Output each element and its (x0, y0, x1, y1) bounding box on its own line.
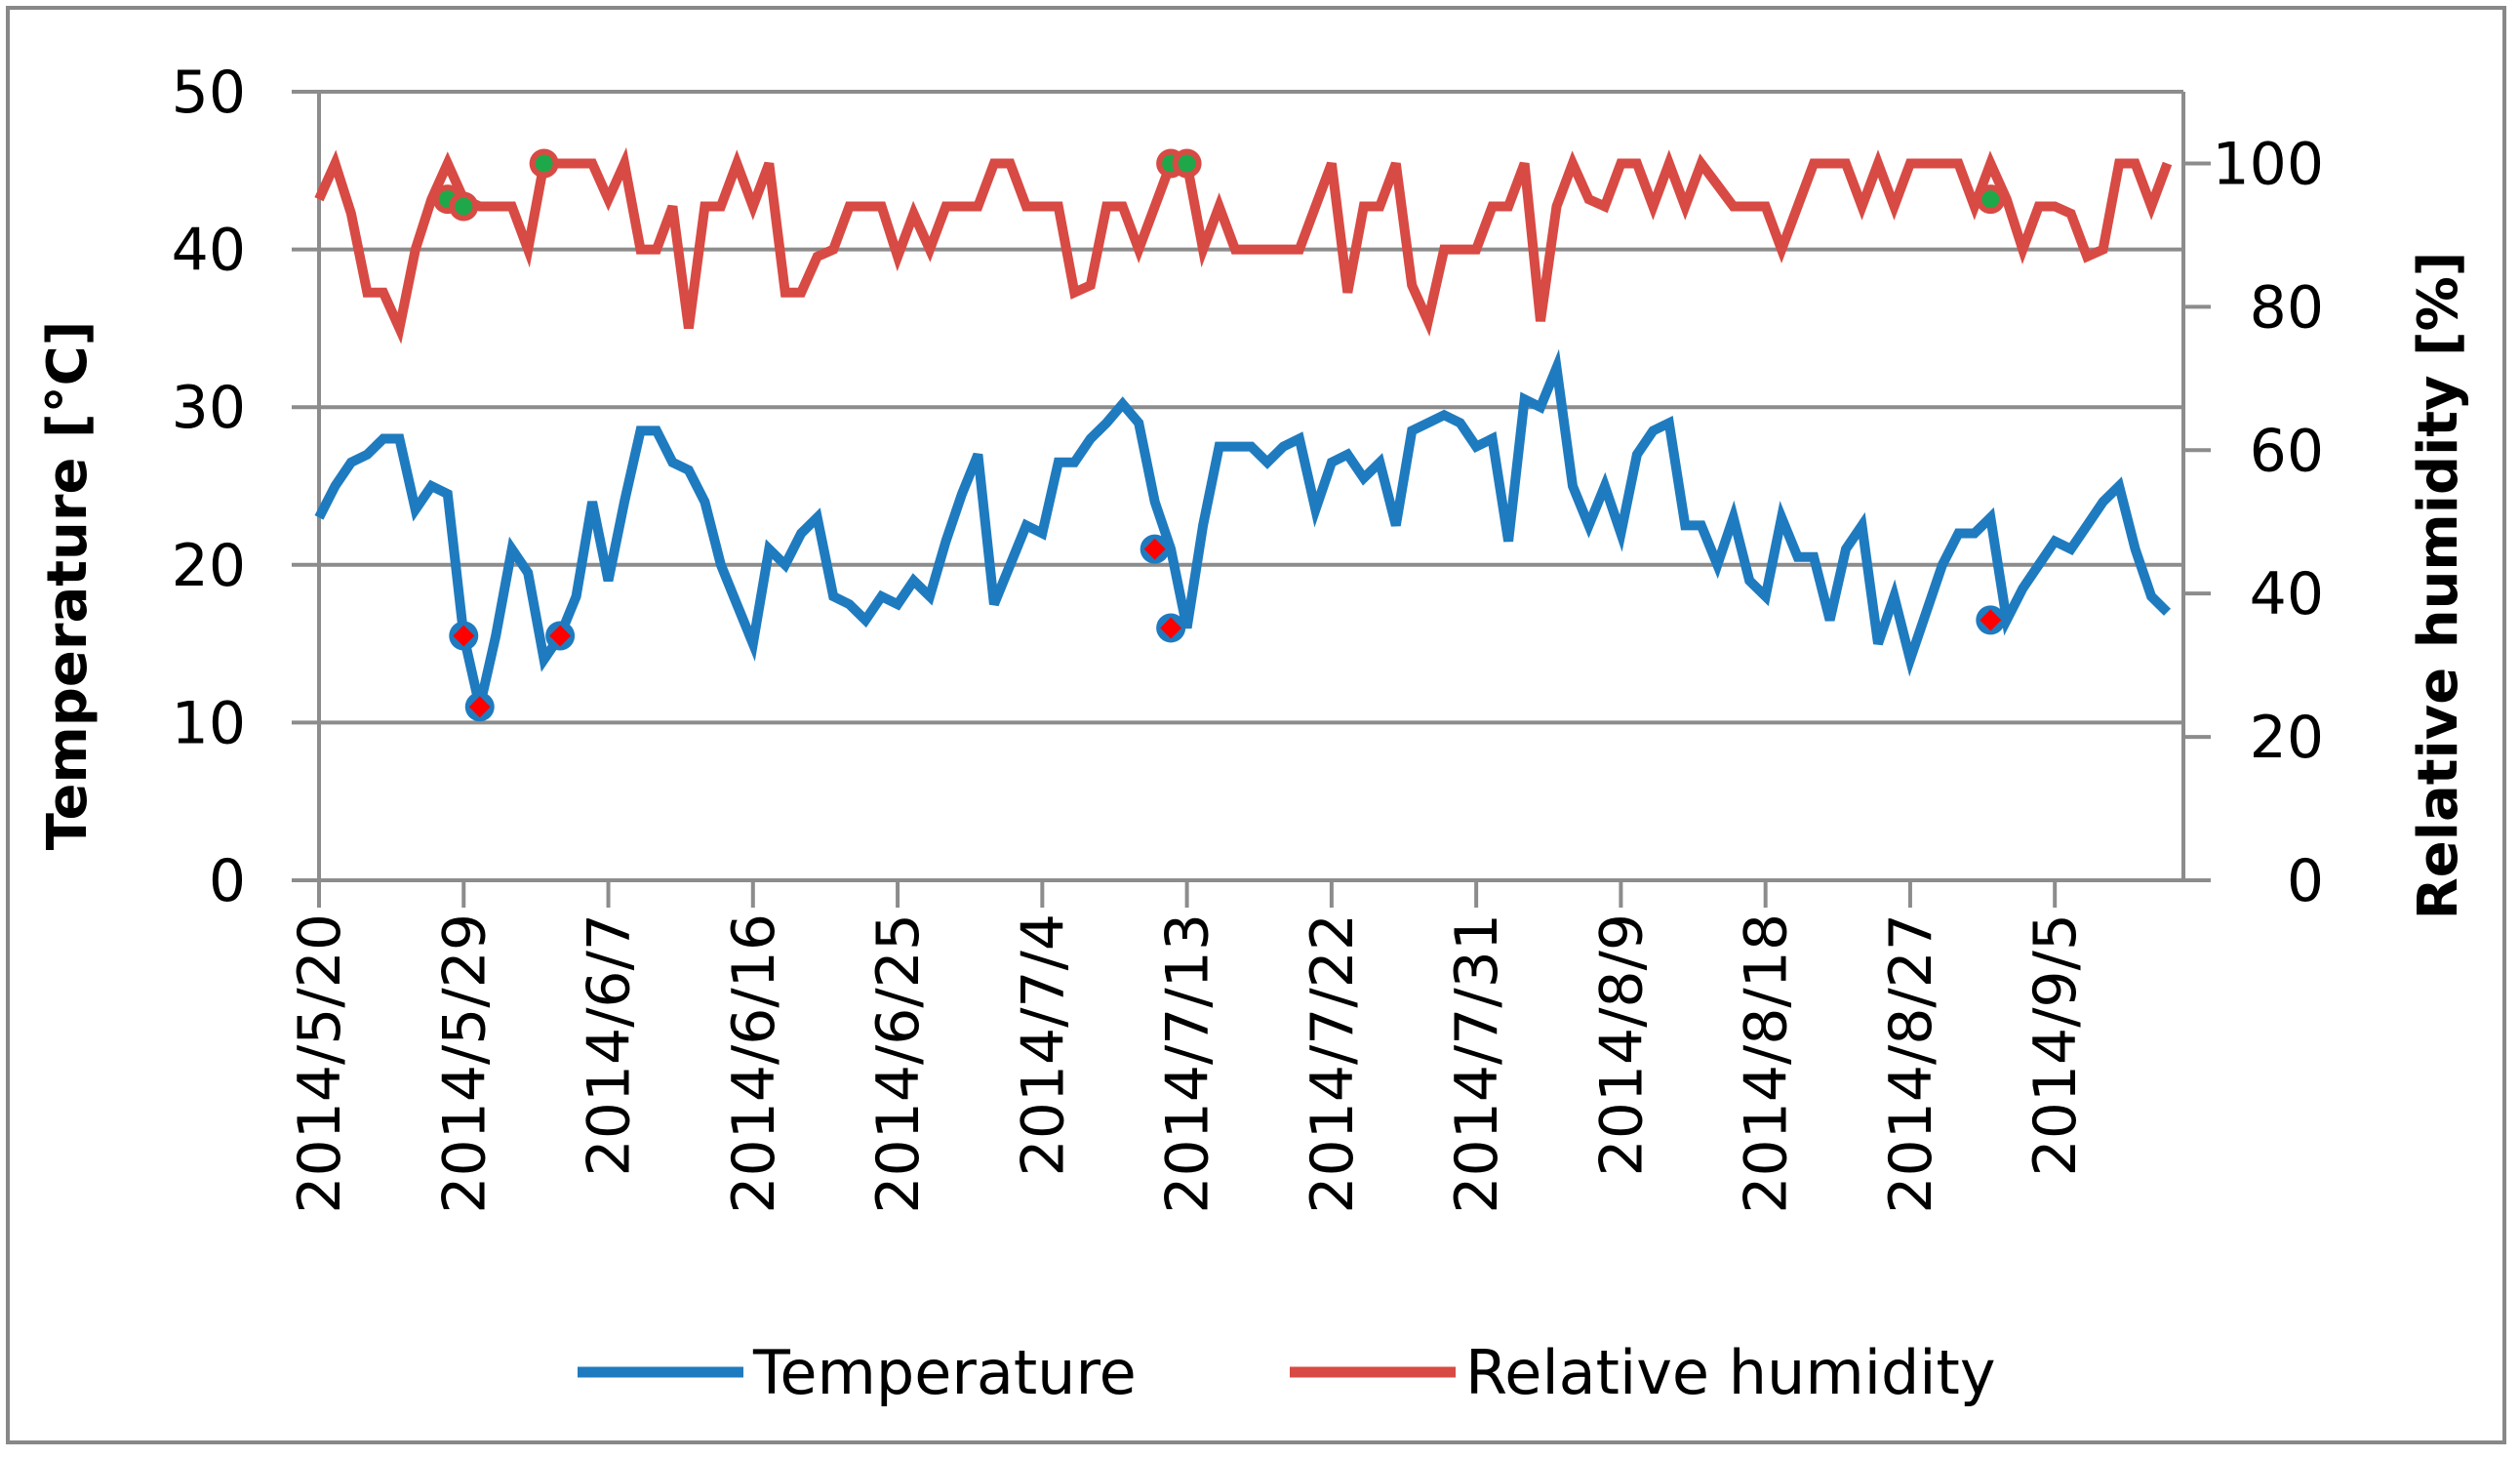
x-tick-label-0: 2014/5/20 (286, 913, 354, 1214)
y-axis-title-left: Temperature [°C] (36, 321, 100, 851)
y-tick-label-left-0: 0 (209, 847, 246, 915)
x-tick-label-10: 2014/8/18 (1733, 913, 1801, 1214)
humidity-marker-4 (1178, 154, 1196, 173)
x-tick-label-11: 2014/8/27 (1877, 913, 1945, 1214)
x-tick-label-9: 2014/8/9 (1587, 913, 1656, 1176)
x-tick-label-7: 2014/7/22 (1299, 913, 1367, 1214)
highlight-markers (432, 148, 2006, 722)
y-tick-label-left-4: 40 (172, 217, 246, 285)
x-tick-label-5: 2014/7/4 (1009, 913, 1077, 1176)
temperature-marker-2 (549, 625, 572, 647)
legend: Temperature Relative humidity (578, 1337, 1996, 1408)
temperature-marker-3 (1143, 538, 1166, 560)
axes (292, 90, 2211, 908)
x-tick-label-12: 2014/9/5 (2021, 913, 2090, 1176)
humidity-marker-1 (455, 197, 473, 216)
legend-label-temperature: Temperature (752, 1337, 1137, 1408)
y-tick-label-right-0: 0 (2287, 847, 2324, 915)
gridlines (319, 90, 2183, 725)
temperature-marker-4 (1160, 617, 1182, 639)
y-tick-label-right-4: 80 (2250, 273, 2324, 342)
y-tick-label-right-1: 20 (2250, 704, 2324, 772)
y-tick-label-right-5: 100 (2212, 130, 2324, 198)
y-axis-title-right: Relative humidity [%] (2407, 252, 2470, 920)
legend-label-humidity: Relative humidity (1465, 1337, 1996, 1408)
temperature-marker-1 (468, 696, 491, 718)
tick-labels: 0 10 20 30 40 50 0 20 40 60 80 100 2014/5/20 2014/5/2… (172, 59, 2324, 1214)
x-tick-label-6: 2014/7/13 (1154, 913, 1222, 1214)
x-tick-label-2: 2014/6/7 (576, 913, 644, 1176)
series-lines (314, 146, 2173, 709)
y-tick-label-right-3: 60 (2250, 417, 2324, 485)
series-line-temperature (314, 348, 2172, 709)
x-tick-label-8: 2014/7/31 (1443, 913, 1511, 1214)
y-tick-label-left-3: 30 (172, 374, 246, 442)
y-tick-label-left-2: 20 (172, 532, 246, 600)
y-tick-label-left-1: 10 (172, 689, 246, 757)
temperature-marker-5 (1980, 609, 2002, 631)
temperature-marker-0 (453, 625, 475, 647)
series-line-humidity (314, 146, 2173, 344)
x-tick-label-1: 2014/5/29 (430, 913, 499, 1214)
x-tick-label-4: 2014/6/25 (864, 913, 933, 1214)
humidity-marker-5 (1981, 190, 2000, 209)
humidity-marker-2 (535, 154, 553, 173)
y-tick-label-right-2: 40 (2250, 560, 2324, 628)
y-tick-label-left-5: 50 (172, 59, 246, 127)
x-tick-label-3: 2014/6/16 (720, 913, 788, 1214)
